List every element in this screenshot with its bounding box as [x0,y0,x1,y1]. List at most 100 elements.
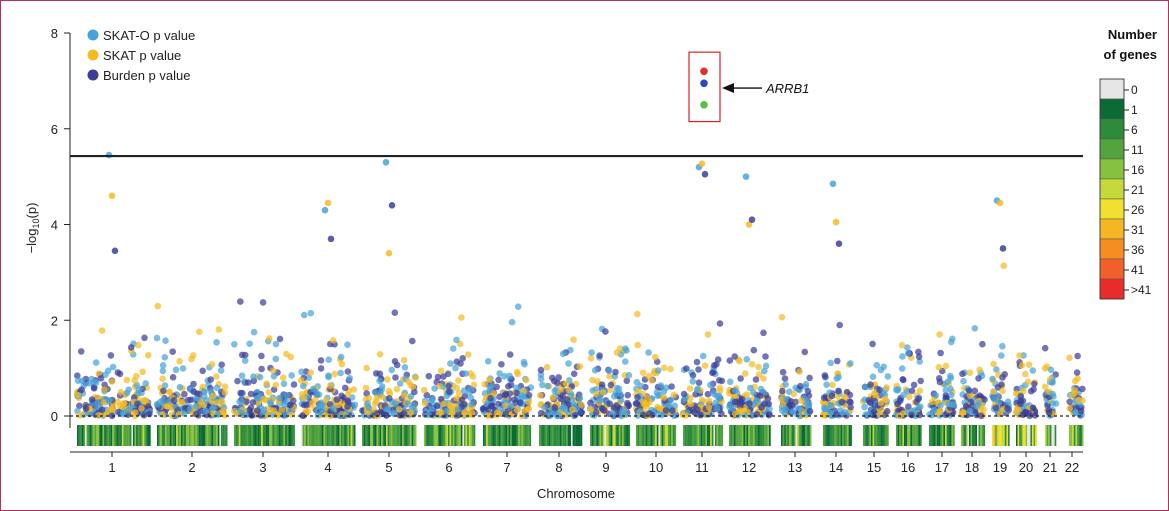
density-cell [572,425,575,446]
data-point [154,401,161,408]
data-point [788,398,795,405]
density-cell [604,425,607,446]
data-point [305,374,313,382]
data-point [715,392,723,400]
density-cell [427,425,429,446]
data-point [640,411,647,419]
data-point [620,406,627,413]
density-cell [753,425,755,446]
data-point [411,388,418,396]
data-point [898,365,906,372]
density-cell [293,425,295,446]
density-cell [310,425,313,446]
density-cell [179,425,182,446]
density-cell [345,425,348,446]
density-cell [716,425,719,446]
x-tick-label-4: 4 [324,460,331,475]
density-cell [626,425,629,446]
top-data-point [829,180,837,188]
density-cell [912,425,914,446]
density-cell [203,425,206,446]
data-point [440,400,447,408]
data-point [202,407,209,415]
density-cell [609,425,611,446]
density-cell [328,425,330,446]
density-cell [800,425,802,446]
data-point [78,386,85,394]
density-cell [184,425,186,446]
density-cell [864,425,867,446]
data-point [494,409,501,416]
colorbar-swatch [1099,138,1125,160]
density-cell [591,425,594,446]
density-cell [424,425,426,446]
density-cell [596,425,599,446]
density-cell [264,425,267,446]
density-cell [470,425,473,446]
x-tick-label-14: 14 [829,460,843,475]
density-cell [144,425,146,446]
density-cell [161,425,164,446]
data-point [208,361,216,368]
data-point [781,410,789,417]
data-point [870,408,878,416]
data-point [571,411,579,419]
data-point [971,325,979,332]
data-point [662,407,670,414]
density-cell [567,425,570,446]
data-point [1049,390,1056,398]
data-point [760,375,767,382]
density-cell [274,425,276,446]
density-cell [323,425,326,446]
data-point [221,383,229,391]
density-cell [555,425,557,446]
data-point [76,402,83,410]
top-data-point [382,158,390,166]
density-cell [749,425,752,446]
data-point [443,407,450,415]
density-cell [392,425,395,446]
density-cell [798,425,801,446]
density-cell [965,425,968,446]
data-point [669,407,676,415]
density-cell [326,425,329,446]
data-point [999,374,1006,381]
data-point [270,407,278,414]
data-point [163,402,171,410]
data-point [325,356,333,364]
density-cell [491,425,493,446]
data-point [159,362,167,369]
colorbar-label: 11 [1131,143,1144,157]
density-cell [301,425,303,446]
density-cell [206,425,209,446]
y-axis-title-main: −log [24,228,39,253]
data-point [835,373,842,381]
data-point [536,392,544,399]
data-point [869,373,877,381]
data-point [607,386,614,394]
density-cell [495,425,498,446]
data-point [805,400,813,408]
data-point [344,403,351,410]
density-cell [929,425,931,446]
data-point [645,349,652,356]
data-point [338,392,345,400]
density-cell [318,425,321,446]
data-point [259,299,267,306]
data-point [428,405,436,413]
density-cell [737,425,739,446]
data-point [623,347,630,354]
density-cell [382,425,385,446]
density-cell [365,425,367,446]
data-point [648,377,655,384]
density-cell [160,425,162,446]
density-cell [900,425,903,446]
density-cell [387,425,390,446]
data-point [1016,352,1023,359]
density-cell [883,425,886,446]
data-point [931,406,938,414]
density-cell [933,425,936,446]
data-point [391,358,399,365]
data-point [287,401,294,409]
density-cell [1008,425,1010,446]
